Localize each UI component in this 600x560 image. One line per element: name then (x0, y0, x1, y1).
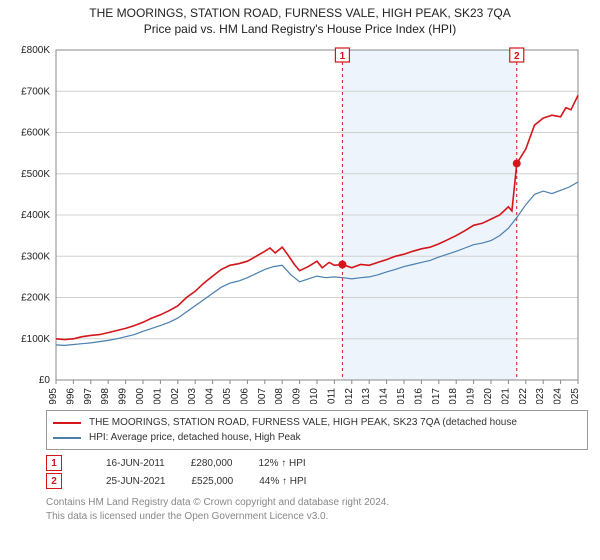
svg-text:£600K: £600K (21, 128, 50, 139)
svg-text:2018: 2018 (448, 388, 459, 404)
attribution: Contains HM Land Registry data © Crown c… (46, 496, 588, 523)
svg-text:2000: 2000 (135, 388, 146, 404)
svg-text:2019: 2019 (466, 388, 477, 404)
svg-text:2024: 2024 (553, 388, 564, 404)
legend-swatch-hpi (53, 437, 81, 439)
svg-text:£100K: £100K (21, 334, 50, 345)
svg-text:1998: 1998 (100, 388, 111, 404)
svg-text:£800K: £800K (21, 45, 50, 56)
svg-text:2022: 2022 (518, 388, 529, 404)
svg-text:2023: 2023 (535, 388, 546, 404)
svg-text:2007: 2007 (257, 388, 268, 404)
event-date-2: 25-JUN-2021 (106, 476, 165, 487)
svg-text:2016: 2016 (413, 388, 424, 404)
chart-subtitle: Price paid vs. HM Land Registry's House … (0, 22, 600, 36)
legend-label-property: THE MOORINGS, STATION ROAD, FURNESS VALE… (89, 417, 517, 428)
event-marker-1: 1 (46, 455, 62, 471)
legend-label-hpi: HPI: Average price, detached house, High… (89, 432, 301, 443)
svg-text:2013: 2013 (361, 388, 372, 404)
svg-text:2001: 2001 (152, 388, 163, 404)
svg-text:1997: 1997 (83, 388, 94, 404)
event-price-2: £525,000 (191, 476, 233, 487)
event-price-1: £280,000 (191, 458, 233, 469)
svg-text:2017: 2017 (431, 388, 442, 404)
svg-text:2012: 2012 (344, 388, 355, 404)
svg-text:2008: 2008 (274, 388, 285, 404)
event-marker-2: 2 (46, 473, 62, 489)
svg-text:2015: 2015 (396, 388, 407, 404)
svg-text:2002: 2002 (170, 388, 181, 404)
svg-text:2003: 2003 (187, 388, 198, 404)
svg-text:£0: £0 (39, 375, 51, 386)
svg-text:1996: 1996 (65, 388, 76, 404)
svg-text:2: 2 (514, 51, 520, 62)
svg-text:2021: 2021 (500, 388, 511, 404)
price-chart: £0 £100K £200K £300K £400K £500K £600K £700K £80… (12, 44, 588, 404)
svg-text:2004: 2004 (205, 388, 216, 404)
attribution-line-2: This data is licensed under the Open Gov… (46, 510, 588, 524)
svg-text:£400K: £400K (21, 210, 50, 221)
chart-title: THE MOORINGS, STATION ROAD, FURNESS VALE… (0, 6, 600, 20)
svg-text:2025: 2025 (570, 388, 581, 404)
event-delta-2: 44% ↑ HPI (259, 476, 306, 487)
svg-text:2009: 2009 (292, 388, 303, 404)
svg-text:2011: 2011 (326, 388, 337, 404)
svg-text:1995: 1995 (48, 388, 59, 404)
svg-text:1999: 1999 (118, 388, 129, 404)
legend-swatch-property (53, 422, 81, 424)
event-delta-1: 12% ↑ HPI (258, 458, 305, 469)
svg-text:1: 1 (340, 51, 346, 62)
svg-text:£700K: £700K (21, 86, 50, 97)
svg-text:£300K: £300K (21, 251, 50, 262)
svg-text:£200K: £200K (21, 293, 50, 304)
legend: THE MOORINGS, STATION ROAD, FURNESS VALE… (46, 410, 588, 450)
svg-text:2014: 2014 (379, 388, 390, 404)
event-table: 1 16-JUN-2011 £280,000 12% ↑ HPI 2 25-JU… (46, 454, 588, 490)
svg-text:2005: 2005 (222, 388, 233, 404)
svg-text:2006: 2006 (239, 388, 250, 404)
attribution-line-1: Contains HM Land Registry data © Crown c… (46, 496, 588, 510)
svg-text:2020: 2020 (483, 388, 494, 404)
svg-text:2010: 2010 (309, 388, 320, 404)
event-date-1: 16-JUN-2011 (106, 458, 165, 469)
svg-text:£500K: £500K (21, 169, 50, 180)
